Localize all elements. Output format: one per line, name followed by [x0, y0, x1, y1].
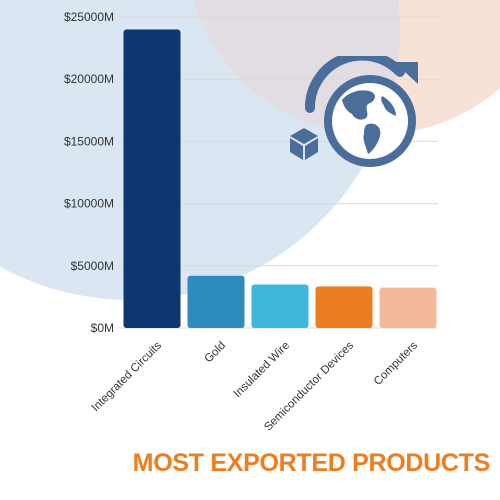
x-tick-label: Integrated Circuits [90, 339, 165, 414]
bar-semiconductor-devices [315, 286, 373, 328]
export-arrow-arc [304, 56, 405, 113]
globe-continents [342, 90, 396, 154]
x-tick-label: Insulated Wire [232, 340, 292, 400]
bars [123, 29, 437, 328]
y-tick-label: $5000M [71, 259, 114, 273]
y-axis-ticks: $0M $5000M $10000M $15000M $20000M $25000M [64, 10, 114, 335]
box-icon [290, 128, 318, 160]
x-axis-ticks: Integrated Circuits Gold Insulated WireSem… [90, 339, 421, 433]
x-tick-label: Gold [202, 340, 228, 366]
y-tick-label: $0M [91, 321, 114, 335]
arrow-head [394, 62, 418, 84]
bar-insulated-wire [251, 284, 309, 328]
y-tick-label: $20000M [64, 72, 114, 86]
y-tick-label: $15000M [64, 134, 114, 148]
y-tick-label: $10000M [64, 197, 114, 211]
y-tick-label: $25000M [64, 10, 114, 24]
globe-export-icon [290, 56, 418, 167]
bar-integrated-circuits [123, 29, 181, 328]
x-tick-label: Computers [372, 339, 420, 387]
chart-title: MOST EXPORTED PRODUCTS [132, 449, 491, 477]
bar-computers [379, 287, 437, 328]
bar-gold [187, 275, 245, 328]
